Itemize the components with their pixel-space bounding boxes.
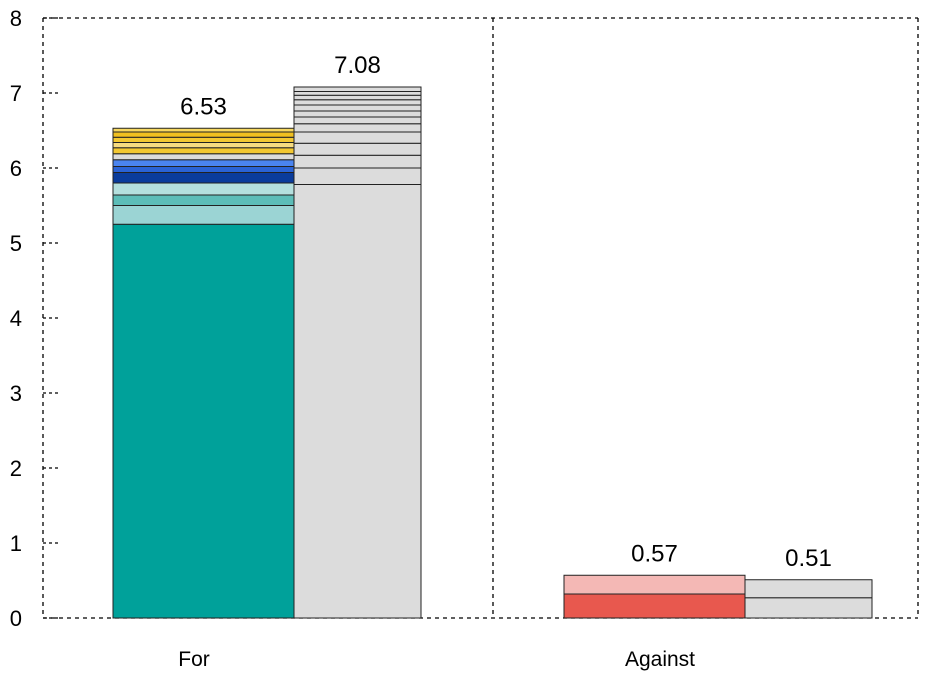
y-tick-label: 3 (10, 381, 22, 406)
value-labels: 6.53 7.08 0.57 0.51 (180, 52, 832, 572)
category-labels: For Against (178, 648, 695, 671)
y-tick-label: 5 (10, 231, 22, 256)
y-tick-label: 7 (10, 81, 22, 106)
bars (112, 86, 873, 619)
category-label: For (178, 648, 210, 671)
bar-segment (293, 99, 422, 106)
y-tick-label: 1 (10, 531, 22, 556)
bar-segment (293, 184, 422, 619)
bar-segment (112, 172, 295, 184)
bar-segment (293, 142, 422, 156)
y-tick-label: 2 (10, 456, 22, 481)
y-tick-label: 8 (10, 6, 22, 31)
bar-segment (112, 147, 295, 155)
bar-segment (293, 86, 422, 92)
bar-segment (293, 167, 422, 185)
bar-segment (112, 136, 295, 143)
bar-segment (563, 593, 746, 619)
bar-segment (293, 94, 422, 101)
bar-segment (112, 166, 295, 173)
bar-segment (112, 142, 295, 149)
bar-segment (112, 223, 295, 619)
bar-segment (112, 131, 295, 138)
y-axis: 0 1 2 3 4 5 6 7 8 (10, 6, 59, 631)
bar-segment (293, 110, 422, 118)
bar-segment (112, 194, 295, 206)
y-tick-label: 6 (10, 156, 22, 181)
bar-total-label: 7.08 (334, 52, 381, 79)
bar-segment (293, 91, 422, 96)
bar-segment (293, 123, 422, 133)
bar-segment (293, 131, 422, 144)
bar-segment (744, 579, 873, 599)
bar-total-label: 0.57 (631, 540, 678, 567)
bar-segment (112, 205, 295, 225)
bar-segment (112, 159, 295, 167)
bar-total-label: 6.53 (180, 93, 227, 120)
bar-segment (293, 154, 422, 169)
bar-segment (744, 597, 873, 619)
y-tick-label: 0 (10, 606, 22, 631)
bar-segment (563, 574, 746, 595)
y-tick-label: 4 (10, 306, 22, 331)
bar-segment (112, 153, 295, 161)
bar-segment (112, 127, 295, 133)
bar-segment (293, 116, 422, 125)
bar-segment (112, 182, 295, 196)
category-label: Against (625, 648, 695, 671)
bar-segment (293, 104, 422, 112)
bar-total-label: 0.51 (785, 545, 832, 572)
